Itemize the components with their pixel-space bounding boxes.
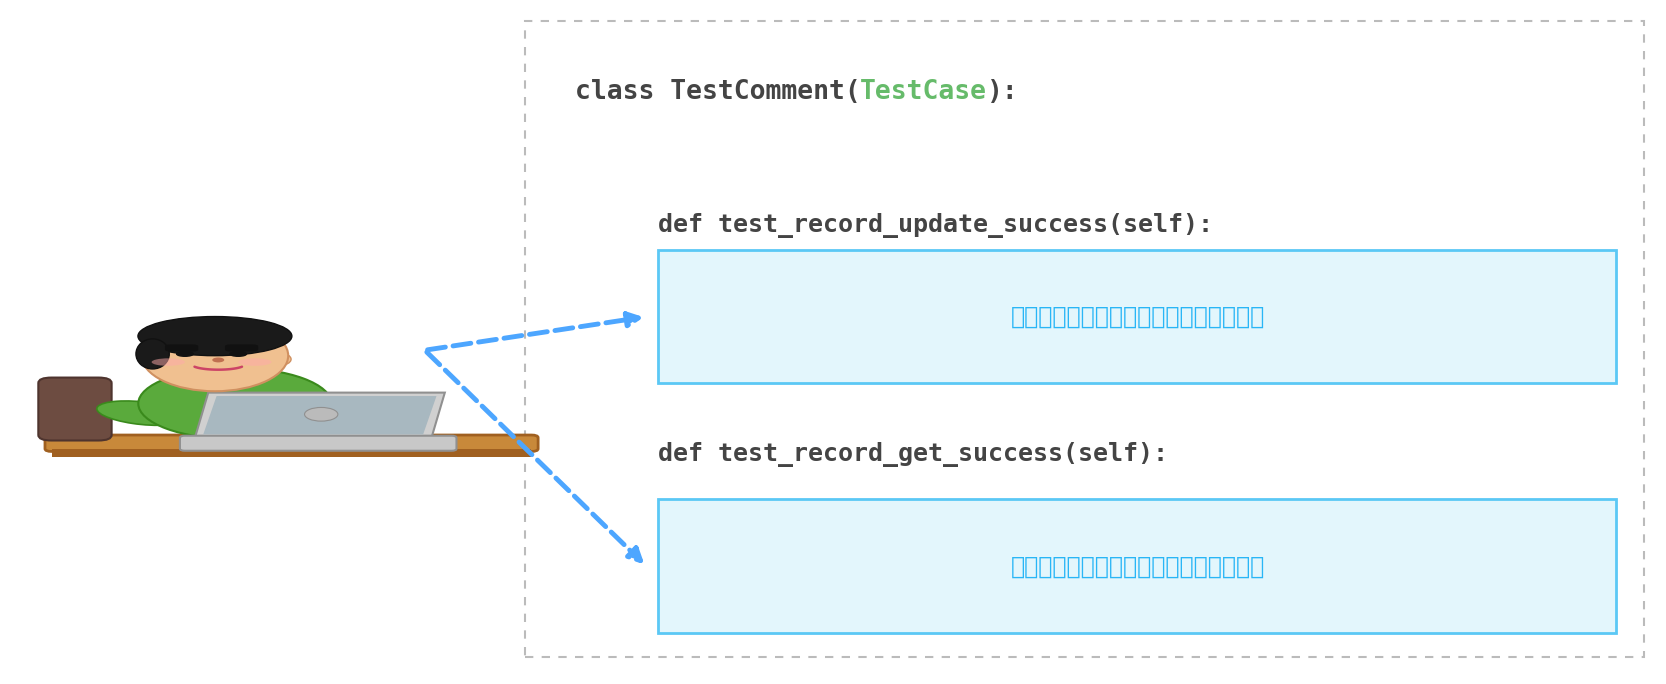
FancyBboxPatch shape xyxy=(180,436,456,451)
Circle shape xyxy=(305,408,338,421)
Ellipse shape xyxy=(137,339,170,369)
FancyBboxPatch shape xyxy=(45,435,538,451)
Ellipse shape xyxy=(268,353,292,365)
Ellipse shape xyxy=(97,401,187,425)
FancyBboxPatch shape xyxy=(52,449,531,457)
Text: def test_record_update_success(self):: def test_record_update_success(self): xyxy=(658,213,1213,238)
Text: テストケースの内容をコードとして実装: テストケースの内容をコードとして実装 xyxy=(1011,304,1264,329)
Ellipse shape xyxy=(152,358,185,366)
Ellipse shape xyxy=(230,352,247,356)
FancyBboxPatch shape xyxy=(38,378,112,440)
Ellipse shape xyxy=(208,421,255,433)
Text: def test_record_get_success(self):: def test_record_get_success(self): xyxy=(658,443,1168,467)
Ellipse shape xyxy=(142,320,288,391)
Ellipse shape xyxy=(238,358,272,366)
Ellipse shape xyxy=(177,352,193,356)
Circle shape xyxy=(212,358,225,363)
Text: テストケースの内容をコードとして実装: テストケースの内容をコードとして実装 xyxy=(1011,554,1264,579)
FancyBboxPatch shape xyxy=(525,21,1644,657)
FancyBboxPatch shape xyxy=(165,345,198,352)
Text: ):: ): xyxy=(988,79,1020,105)
Polygon shape xyxy=(195,393,445,438)
Ellipse shape xyxy=(138,368,332,439)
Text: class TestComment(: class TestComment( xyxy=(575,79,861,105)
FancyBboxPatch shape xyxy=(658,499,1616,633)
Text: TestCase: TestCase xyxy=(860,79,988,105)
Ellipse shape xyxy=(138,317,292,356)
FancyBboxPatch shape xyxy=(658,250,1616,383)
FancyBboxPatch shape xyxy=(225,345,258,352)
Polygon shape xyxy=(203,396,436,434)
